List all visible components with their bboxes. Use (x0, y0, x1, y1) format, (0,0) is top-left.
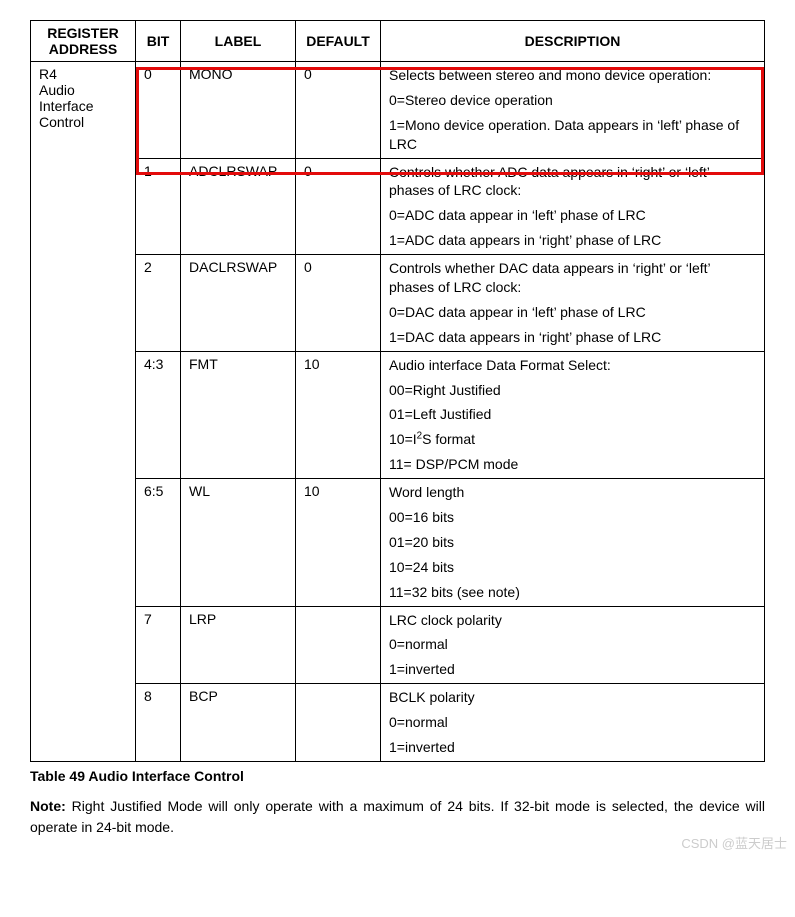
default-cell: 0 (296, 158, 381, 255)
description-line: 11=32 bits (see note) (389, 583, 756, 602)
description-line: 0=Stereo device operation (389, 91, 756, 110)
description-line: Word length (389, 483, 756, 502)
description-line: 10=I2S format (389, 430, 756, 449)
table-container: REGISTER ADDRESS BIT LABEL DEFAULT DESCR… (30, 20, 765, 762)
bit-cell: 7 (136, 606, 181, 684)
register-address-cell: R4Audio Interface Control (31, 62, 136, 762)
table-caption: Table 49 Audio Interface Control (30, 768, 765, 784)
description-line: 10=24 bits (389, 558, 756, 577)
default-cell (296, 684, 381, 762)
default-cell: 0 (296, 255, 381, 352)
description-line: LRC clock polarity (389, 611, 756, 630)
table-row: 7LRP LRC clock polarity 0=normal 1=inverted (31, 606, 765, 684)
note-text: Right Justified Mode will only operate w… (30, 798, 765, 835)
table-row: R4Audio Interface Control0MONO0Selects b… (31, 62, 765, 159)
description-line: 1=Mono device operation. Data appears in… (389, 116, 756, 154)
description-line: 1=inverted (389, 660, 756, 679)
bit-cell: 0 (136, 62, 181, 159)
description-line: 0=normal (389, 635, 756, 654)
description-cell: Controls whether ADC data appears in ‘ri… (381, 158, 765, 255)
description-cell: BCLK polarity 0=normal 1=inverted (381, 684, 765, 762)
description-line: 01=20 bits (389, 533, 756, 552)
label-cell: BCP (181, 684, 296, 762)
watermark: CSDN @蓝天居士 (681, 833, 787, 852)
description-line: 0=normal (389, 713, 756, 732)
description-line: 0=DAC data appear in ‘left’ phase of LRC (389, 303, 756, 322)
default-cell: 0 (296, 62, 381, 159)
bit-cell: 2 (136, 255, 181, 352)
table-header-row: REGISTER ADDRESS BIT LABEL DEFAULT DESCR… (31, 21, 765, 62)
description-line: 1=inverted (389, 738, 756, 757)
description-cell: Word length 00=16 bits 01=20 bits 10=24 bit… (381, 479, 765, 606)
description-line: 0=ADC data appear in ‘left’ phase of LRC (389, 206, 756, 225)
bit-cell: 1 (136, 158, 181, 255)
description-line: 01=Left Justified (389, 405, 756, 424)
header-register: REGISTER ADDRESS (31, 21, 136, 62)
default-cell: 10 (296, 351, 381, 478)
register-table: REGISTER ADDRESS BIT LABEL DEFAULT DESCR… (30, 20, 765, 762)
default-cell: 10 (296, 479, 381, 606)
description-cell: Audio interface Data Format Select: 00=Ri… (381, 351, 765, 478)
description-cell: Selects between stereo and mono device o… (381, 62, 765, 159)
description-line: 11= DSP/PCM mode (389, 455, 756, 474)
table-row: 6:5WL10 Word length 00=16 bits 01=20 bits 10… (31, 479, 765, 606)
table-body: R4Audio Interface Control0MONO0Selects b… (31, 62, 765, 762)
note-paragraph: Note: Right Justified Mode will only ope… (30, 796, 765, 838)
header-label: LABEL (181, 21, 296, 62)
header-default: DEFAULT (296, 21, 381, 62)
table-row: 1ADCLRSWAP0Controls whether ADC data app… (31, 158, 765, 255)
label-cell: ADCLRSWAP (181, 158, 296, 255)
label-cell: MONO (181, 62, 296, 159)
description-line: Controls whether ADC data appears in ‘ri… (389, 163, 756, 201)
label-cell: FMT (181, 351, 296, 478)
header-description: DESCRIPTION (381, 21, 765, 62)
note-label: Note: (30, 798, 66, 814)
description-line: 00=16 bits (389, 508, 756, 527)
label-cell: WL (181, 479, 296, 606)
description-line: Controls whether DAC data appears in ‘ri… (389, 259, 756, 297)
table-row: 8BCP BCLK polarity 0=normal 1=inverted (31, 684, 765, 762)
description-line: 1=DAC data appears in ‘right’ phase of L… (389, 328, 756, 347)
bit-cell: 8 (136, 684, 181, 762)
label-cell: DACLRSWAP (181, 255, 296, 352)
description-cell: Controls whether DAC data appears in ‘ri… (381, 255, 765, 352)
default-cell (296, 606, 381, 684)
description-line: Selects between stereo and mono device o… (389, 66, 756, 85)
table-row: 4:3FMT10Audio interface Data Format Sele… (31, 351, 765, 478)
description-line: BCLK polarity (389, 688, 756, 707)
label-cell: LRP (181, 606, 296, 684)
description-line: Audio interface Data Format Select: (389, 356, 756, 375)
description-line: 00=Right Justified (389, 381, 756, 400)
description-cell: LRC clock polarity 0=normal 1=inverted (381, 606, 765, 684)
table-row: 2DACLRSWAP0Controls whether DAC data app… (31, 255, 765, 352)
bit-cell: 6:5 (136, 479, 181, 606)
header-bit: BIT (136, 21, 181, 62)
description-line: 1=ADC data appears in ‘right’ phase of L… (389, 231, 756, 250)
bit-cell: 4:3 (136, 351, 181, 478)
